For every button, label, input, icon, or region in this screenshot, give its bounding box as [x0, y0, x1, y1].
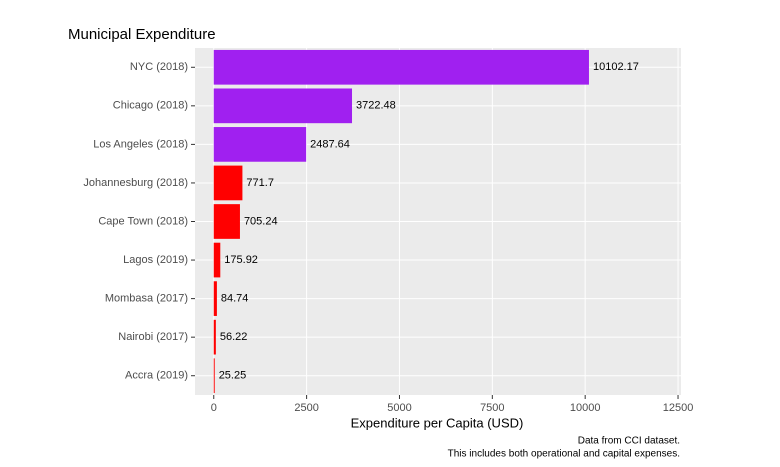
x-axis-title: Expenditure per Capita (USD) — [351, 415, 524, 430]
bar — [213, 88, 353, 124]
bar — [213, 49, 589, 85]
caption: Data from CCI dataset. — [578, 436, 680, 447]
y-tick-label: Cape Town (2018) — [98, 215, 188, 227]
x-tick-label: 5000 — [387, 402, 411, 414]
value-label: 2487.64 — [310, 138, 350, 150]
x-tick-label: 12500 — [663, 402, 694, 414]
x-tick-label: 0 — [211, 402, 217, 414]
value-label: 84.74 — [221, 293, 249, 305]
value-label: 771.7 — [246, 177, 274, 189]
value-label: 10102.17 — [593, 61, 639, 73]
y-tick-label: Accra (2019) — [125, 370, 188, 382]
y-tick-label: Lagos (2019) — [123, 254, 188, 266]
chart-title: Municipal Expenditure — [68, 26, 216, 43]
bar — [213, 204, 240, 239]
bar — [213, 242, 221, 278]
value-label: 25.25 — [219, 370, 247, 382]
bar — [213, 127, 307, 162]
caption: This includes both operational and capit… — [448, 449, 680, 460]
y-tick-label: Los Angeles (2018) — [93, 138, 188, 150]
value-label: 175.92 — [224, 254, 258, 266]
y-tick-label: NYC (2018) — [130, 61, 188, 73]
y-tick-label: Nairobi (2017) — [118, 331, 188, 343]
bar — [213, 358, 215, 394]
bar — [213, 281, 217, 316]
value-label: 56.22 — [220, 331, 248, 343]
value-label: 705.24 — [244, 215, 278, 227]
x-tick-label: 10000 — [570, 402, 601, 414]
value-label: 3722.48 — [356, 100, 396, 112]
bar — [213, 165, 243, 201]
x-tick-label: 2500 — [294, 402, 318, 414]
y-tick-label: Mombasa (2017) — [105, 293, 188, 305]
bar — [213, 319, 216, 355]
y-tick-label: Chicago (2018) — [113, 100, 188, 112]
x-tick-label: 7500 — [480, 402, 504, 414]
y-tick-label: Johannesburg (2018) — [83, 177, 188, 189]
